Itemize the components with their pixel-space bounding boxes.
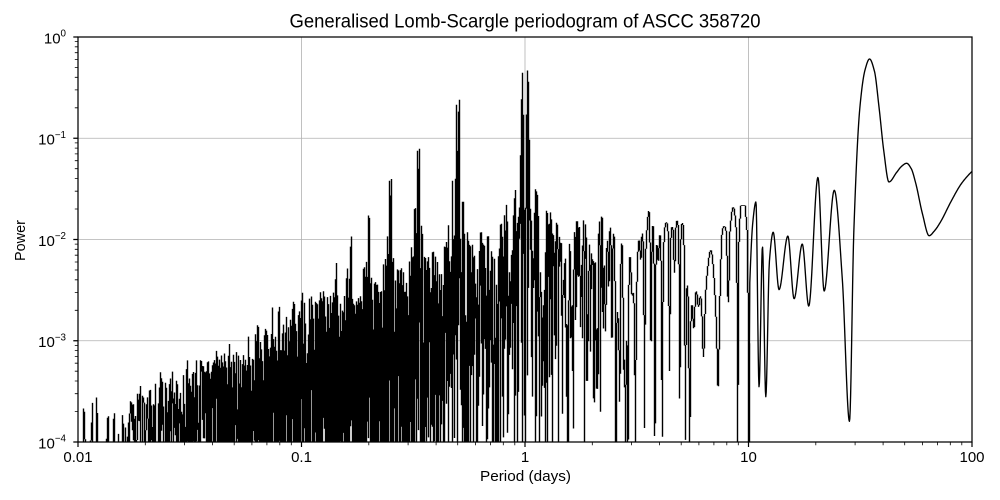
svg-text:0.1: 0.1 — [291, 449, 312, 466]
svg-text:10: 10 — [740, 449, 757, 466]
svg-text:1: 1 — [521, 449, 529, 466]
svg-text:Generalised Lomb-Scargle perio: Generalised Lomb-Scargle periodogram of … — [290, 11, 761, 32]
svg-text:Power: Power — [12, 220, 29, 261]
svg-text:100: 100 — [959, 449, 984, 466]
svg-text:0.01: 0.01 — [63, 449, 92, 466]
svg-text:Period (days): Period (days) — [480, 468, 571, 485]
